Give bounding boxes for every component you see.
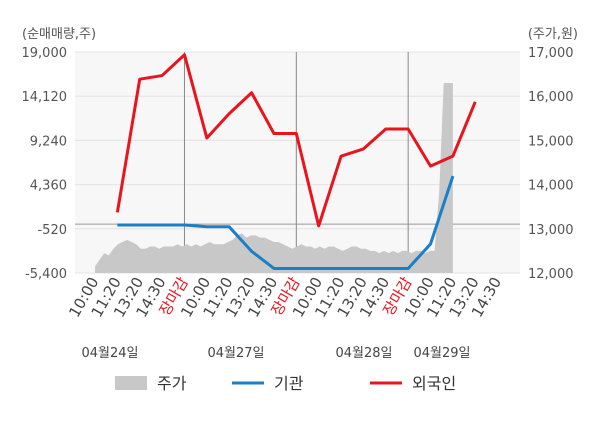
legend-label: 기관 — [274, 374, 304, 393]
date-label: 04월29일 — [413, 346, 470, 361]
date-label: 04월27일 — [207, 346, 264, 361]
plot-area: 19,000 17,000 14,120 16,000 9,240 15,000 4,360… — [22, 46, 574, 361]
right-tick-label: 13,000 — [528, 223, 574, 238]
right-tick-label: 17,000 — [528, 46, 574, 61]
legend-swatch-price — [115, 376, 147, 390]
left-tick-label: 9,240 — [30, 134, 67, 149]
right-tick-label: 16,000 — [528, 90, 574, 105]
plot-background — [75, 52, 520, 273]
date-label: 04월28일 — [335, 346, 392, 361]
institution-line — [117, 175, 455, 270]
legend-label: 주가 — [157, 374, 187, 393]
left-axis-label: (순매매량,주) — [22, 27, 96, 42]
left-tick-label: 4,360 — [30, 179, 67, 194]
left-tick-label: 14,120 — [22, 90, 68, 105]
left-tick-label: -5,400 — [25, 267, 67, 282]
right-tick-label: 12,000 — [528, 267, 574, 282]
price-area — [95, 82, 453, 273]
left-tick-label: 19,000 — [22, 46, 68, 61]
right-tick-label: 15,000 — [528, 134, 574, 149]
left-tick-label: -520 — [37, 223, 67, 238]
date-label: 04월24일 — [81, 346, 138, 361]
right-tick-label: 14,000 — [528, 179, 574, 194]
legend: 주가 기관 외국인 — [115, 374, 456, 393]
foreign-line — [115, 53, 477, 228]
legend-label: 외국인 — [412, 374, 456, 393]
right-axis-label: (주가,원) — [528, 27, 578, 42]
